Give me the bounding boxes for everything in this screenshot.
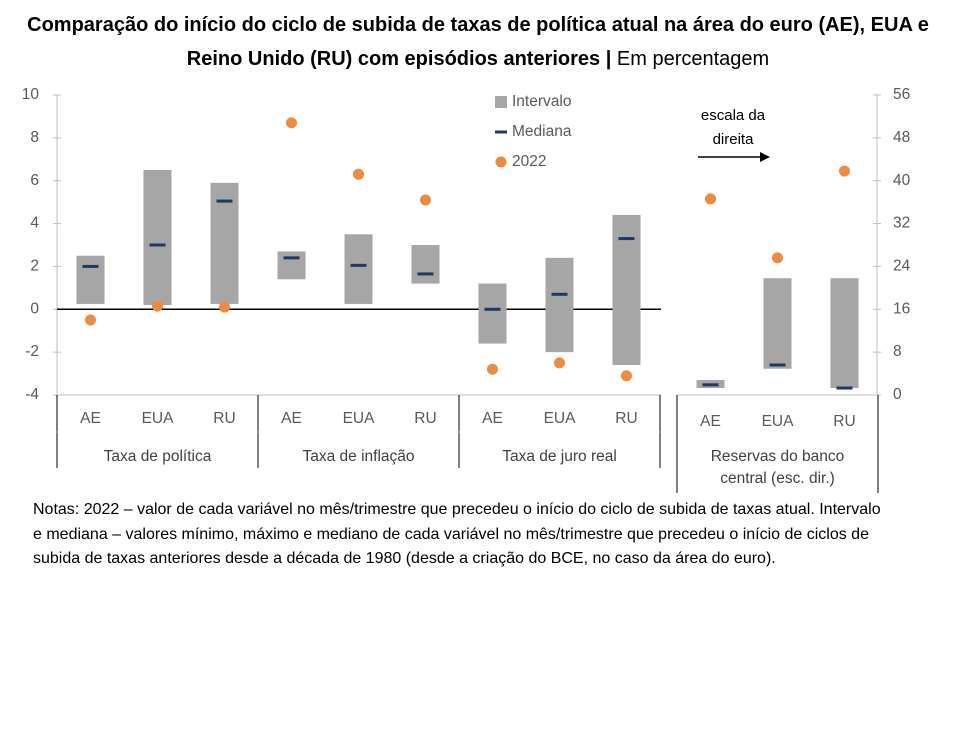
tick-label: -4 <box>25 386 39 403</box>
tick-label: 48 <box>893 129 910 146</box>
point-2022 <box>705 193 716 205</box>
range-bar <box>545 257 574 353</box>
range-bar <box>344 234 373 304</box>
group-label: Taxa de política <box>103 448 212 465</box>
point-2022 <box>487 363 498 375</box>
range-bar <box>277 251 306 280</box>
tick-label: 32 <box>893 215 910 232</box>
legend-swatch <box>495 96 507 108</box>
group-label: Reservas do banco central (esc. dir.) <box>710 448 845 487</box>
category-label: RU <box>615 410 637 427</box>
range-bar <box>411 245 440 284</box>
chart-subtitle: Em percentagem <box>616 48 770 70</box>
point-2022 <box>286 117 297 129</box>
range-bar <box>143 170 172 305</box>
annotation-arrowhead <box>760 152 770 162</box>
point-2022 <box>353 168 364 180</box>
category-label: AE <box>482 410 503 427</box>
category-label: EUA <box>762 413 795 430</box>
point-2022 <box>85 314 96 326</box>
tick-label: 8 <box>30 129 39 146</box>
category-label: EUA <box>142 410 175 427</box>
range-bar <box>76 255 105 304</box>
tick-label: 40 <box>893 172 911 189</box>
category-label: EUA <box>343 410 376 427</box>
range-bar <box>478 283 507 344</box>
tick-label: 0 <box>30 300 39 317</box>
range-bar <box>210 182 239 304</box>
category-label: RU <box>213 410 235 427</box>
range-bar <box>763 278 792 369</box>
tick-label: 8 <box>893 343 902 360</box>
legend-label: Intervalo <box>512 93 571 110</box>
tick-label: -2 <box>25 343 39 360</box>
category-label: AE <box>281 410 302 427</box>
range-bar <box>830 278 859 389</box>
category-label: AE <box>80 410 101 427</box>
point-2022 <box>152 300 163 312</box>
category-label: RU <box>833 413 855 430</box>
point-2022 <box>839 165 850 177</box>
tick-label: 56 <box>893 86 910 103</box>
legend-label: 2022 <box>512 153 546 170</box>
point-2022 <box>554 357 565 369</box>
tick-label: 16 <box>893 300 910 317</box>
annotation: escala da direita <box>700 107 766 148</box>
tick-label: 4 <box>30 215 39 232</box>
title-block: Comparação do início do ciclo de subida … <box>20 8 936 76</box>
tick-label: 2 <box>30 258 39 275</box>
category-label: AE <box>700 413 721 430</box>
legend-swatch <box>495 156 507 168</box>
tick-label: 6 <box>30 172 39 189</box>
group-label: Taxa de juro real <box>502 448 617 465</box>
point-2022 <box>621 370 632 382</box>
tick-label: 10 <box>22 86 40 103</box>
group-label: Taxa de inflação <box>302 448 415 465</box>
category-label: RU <box>414 410 436 427</box>
legend-label: Mediana <box>512 123 572 140</box>
point-2022 <box>772 252 783 264</box>
point-2022 <box>420 194 431 206</box>
tick-label: 24 <box>893 258 911 275</box>
point-2022 <box>219 301 230 313</box>
category-label: EUA <box>544 410 577 427</box>
chart-title: Comparação do início do ciclo de subida … <box>27 14 929 70</box>
notes: Notas: 2022 – valor de cada variável no … <box>33 501 881 567</box>
tick-label: 0 <box>893 386 902 403</box>
